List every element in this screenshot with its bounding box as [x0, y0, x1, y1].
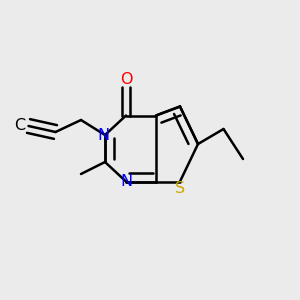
Text: C: C [14, 118, 25, 134]
Text: S: S [175, 181, 185, 196]
Text: N: N [120, 174, 132, 189]
Text: O: O [120, 72, 132, 87]
Text: N: N [98, 128, 110, 142]
